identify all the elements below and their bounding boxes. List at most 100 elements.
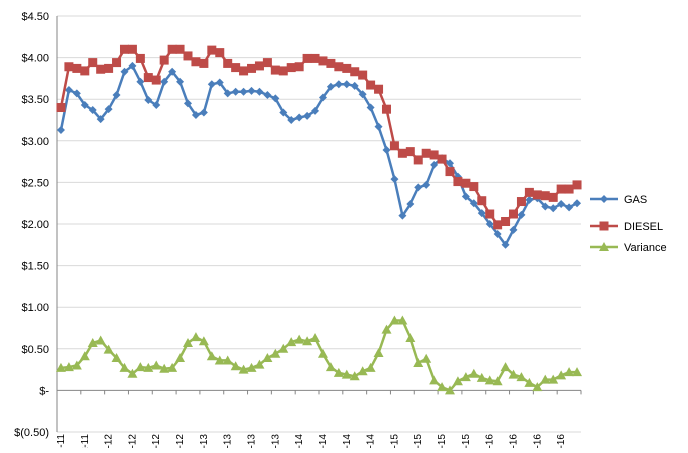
data-point-diamond [184,99,192,108]
data-point-square [143,73,153,83]
data-point-triangle [55,362,66,372]
data-point-square [421,148,431,158]
x-tick-label: Oct-16 [556,434,567,448]
data-point-diamond [136,77,145,86]
data-point-diamond [501,240,510,249]
y-tick-label: $2.00 [21,219,49,231]
data-point-triangle [159,363,170,373]
data-point-diamond [56,125,65,134]
data-point-diamond [557,200,566,209]
data-point-square [413,155,423,165]
x-tick-label: Oct-14 [366,434,377,448]
data-point-diamond [430,160,439,169]
legend-entry-variance: Variance [590,242,667,254]
data-point-diamond [80,101,89,110]
y-tick-label: $2.50 [21,177,49,189]
data-point-triangle [95,335,106,345]
y-axis-tick-labels: $(0.50) $- $0.50 $1.00 $1.50 $2.00 $2.50 $3.00 $… [14,11,49,439]
legend-label: Variance [624,242,667,254]
series-variance [55,315,583,395]
x-tick-label: Oct-13 [270,434,281,448]
data-point-diamond [326,82,335,91]
data-point-square [199,58,209,68]
data-point-square [167,44,177,54]
data-point-triangle [532,382,543,392]
x-axis-tick-labels: Jul-11 Oct-11 Jan-12 Apr-12 Jul-12 Oct-12 Jan-… [56,434,567,453]
data-point-diamond [398,211,407,220]
data-point-diamond [112,91,121,100]
x-tick-label: Jan-13 [199,434,210,448]
data-point-square [501,217,511,227]
data-point-triangle [143,362,154,372]
data-point-square [302,53,312,63]
data-point-square [532,190,542,200]
data-point-square [334,62,344,72]
data-point-triangle [397,315,408,325]
data-point-square [389,141,399,151]
x-tick-label: Jan-14 [294,434,305,448]
data-point-triangle [413,357,424,367]
data-point-diamond [96,115,105,124]
data-point-diamond [358,90,367,99]
x-tick-label: Apr-13 [223,434,234,448]
data-point-diamond [128,61,137,70]
data-point-diamond [318,93,327,102]
legend-label: DIESEL [624,221,663,233]
data-point-square [524,187,534,197]
data-point-triangle [524,377,535,387]
x-tick-label: Apr-14 [318,434,329,448]
data-point-triangle [238,364,249,374]
y-tick-label: $3.50 [21,94,49,106]
data-point-diamond [199,108,208,117]
data-point-diamond [350,81,359,90]
data-point-diamond [469,199,478,208]
data-point-square [191,57,201,67]
data-point-square [270,65,280,75]
series-plot-area [55,44,583,395]
data-point-diamond [191,111,200,120]
y-tick-label: $(0.50) [14,427,49,439]
x-tick-label: Oct-15 [461,434,472,448]
data-point-diamond [342,80,351,89]
data-point-triangle [183,337,193,347]
x-tick-label: Jul-14 [342,434,353,448]
data-point-triangle [492,376,503,386]
y-tick-label: $1.50 [21,261,49,273]
data-point-square [477,196,487,206]
x-tick-label: Jan-16 [485,434,496,448]
data-point-square [278,66,288,76]
data-point-diamond [88,106,97,115]
y-tick-label: $4.00 [21,53,49,65]
data-point-square [183,51,193,61]
data-point-square [453,177,463,187]
data-point-square [318,56,328,66]
data-point-triangle [175,352,186,362]
data-point-triangle [135,362,146,372]
data-point-triangle [548,374,559,384]
data-point-triangle [405,332,416,342]
data-point-diamond [247,86,256,95]
data-point-triangle [460,372,471,382]
data-point-diamond [215,78,224,87]
data-point-diamond [517,210,526,219]
data-point-diamond [446,159,454,168]
data-point-triangle [167,362,178,372]
data-point-triangle [389,315,400,325]
data-point-triangle [516,372,527,382]
x-tick-label: Oct-11 [80,434,91,448]
data-point-square [429,150,439,160]
data-point-square [112,58,122,68]
data-point-square [223,58,233,68]
data-point-triangle [508,369,519,379]
x-tick-label: Apr-15 [413,434,424,448]
x-tick-label: Jul-15 [437,434,448,448]
data-point-diamond [168,67,177,76]
x-tick-label: Apr-16 [509,434,520,448]
legend-entry-diesel: DIESEL [590,221,663,233]
data-point-triangle [349,371,360,381]
data-point-square [286,63,296,73]
data-point-square [437,154,447,164]
data-point-square [127,44,137,54]
